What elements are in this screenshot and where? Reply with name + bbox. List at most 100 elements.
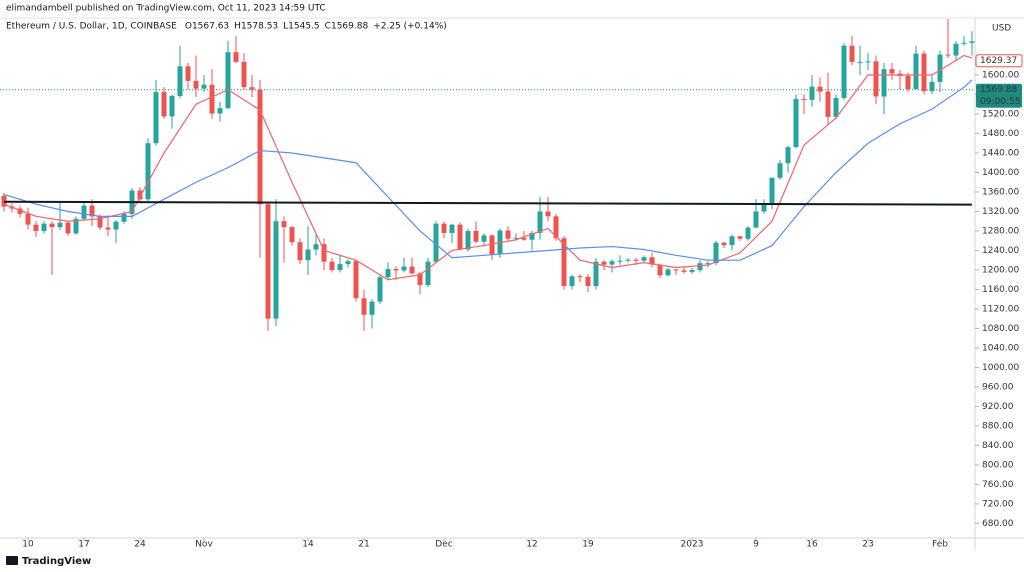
y-tick-label: 1000.00: [982, 363, 1019, 373]
candle-body: [585, 276, 591, 287]
candle-body: [361, 298, 367, 315]
candle-body: [169, 95, 175, 117]
candle-body: [121, 213, 127, 222]
candle-body: [561, 238, 567, 287]
candle-body: [441, 223, 447, 233]
candle-body: [353, 261, 359, 299]
candle-body: [1, 195, 7, 207]
candle-body: [697, 263, 703, 270]
candle-body: [793, 98, 799, 148]
candle-body: [145, 143, 151, 200]
candle-body: [369, 301, 375, 315]
candle-body: [113, 221, 119, 230]
x-tick-label: 16: [806, 540, 818, 550]
y-tick-label: 1320.00: [982, 207, 1019, 217]
candle-body: [185, 66, 191, 81]
candle-body: [41, 223, 47, 231]
candle-body: [265, 204, 271, 319]
candle-body: [417, 273, 423, 286]
x-tick-label: Nov: [195, 540, 213, 550]
candle-body: [849, 45, 855, 62]
candle-body: [657, 264, 663, 276]
x-tick-label: 23: [862, 540, 873, 550]
candle-body: [305, 249, 311, 261]
x-tick-label: 24: [134, 540, 146, 550]
candle-body: [545, 211, 551, 217]
candle-body: [865, 61, 871, 63]
candle-body: [961, 42, 967, 44]
y-tick-label: 1120.00: [982, 304, 1019, 314]
candle-body: [905, 75, 911, 90]
candle-body: [401, 266, 407, 271]
candle-body: [57, 222, 63, 228]
candle-body: [457, 224, 463, 250]
candle-body: [721, 242, 727, 246]
candle-body: [633, 259, 639, 261]
candle-body: [857, 61, 863, 63]
x-tick-label: Dec: [435, 540, 452, 550]
last-price-box: [976, 83, 1022, 108]
candle-body: [761, 203, 767, 212]
candle-body: [25, 213, 31, 225]
candle-body: [217, 108, 223, 114]
currency: USD: [992, 24, 1011, 34]
candle-body: [513, 237, 519, 239]
ohlc-label: H: [234, 22, 241, 32]
candle-body: [873, 61, 879, 97]
candle-body: [649, 257, 655, 265]
x-tick-label: Feb: [932, 540, 948, 550]
ma-price-box: [975, 54, 1023, 68]
moving-average: [3, 79, 973, 261]
candle-body: [945, 54, 951, 56]
candle-body: [105, 227, 111, 230]
candle-body: [289, 227, 295, 243]
x-tick-label: 14: [302, 540, 314, 550]
candle-body: [969, 41, 975, 43]
candle-body: [929, 81, 935, 92]
ohlc-value: 1567.63: [192, 22, 229, 32]
candle-body: [433, 223, 439, 262]
y-tick-label: 1080.00: [982, 324, 1019, 334]
candle-body: [609, 261, 615, 265]
candle-body: [225, 52, 231, 109]
y-tick-label: 680.00: [982, 519, 1014, 529]
candle-body: [841, 45, 847, 98]
y-tick-label: 1440.00: [982, 148, 1019, 158]
candle-body: [233, 52, 239, 62]
candle-body: [17, 208, 23, 214]
last-price-label: 1569.88: [980, 85, 1017, 95]
candle-body: [641, 257, 647, 261]
x-tick-label: 10: [22, 540, 34, 550]
ma-price-label: 1629.37: [980, 56, 1017, 66]
candle-body: [337, 264, 343, 270]
candle-body: [817, 86, 823, 92]
candle-body: [193, 80, 199, 89]
y-tick-label: 1360.00: [982, 187, 1019, 197]
candle-body: [681, 270, 687, 272]
candle-body: [729, 236, 735, 246]
y-tick-label: 1480.00: [982, 129, 1019, 139]
candle-body: [281, 221, 287, 228]
candle-body: [505, 230, 511, 239]
x-tick-label: 17: [78, 540, 89, 550]
x-tick-label: 2023: [681, 540, 704, 550]
y-tick-label: 1600.00: [982, 71, 1019, 81]
trend-line: [3, 200, 973, 206]
candle-body: [297, 242, 303, 261]
footer: TradingView: [6, 556, 91, 567]
candle-body: [881, 69, 887, 97]
y-tick-label: 1040.00: [982, 343, 1019, 353]
candle-body: [953, 43, 959, 56]
candle-body: [377, 277, 383, 302]
candle-body: [673, 269, 679, 271]
y-tick-label: 1160.00: [982, 285, 1019, 295]
candle-body: [537, 211, 543, 233]
ohlc-label: L: [283, 22, 288, 32]
candle-body: [249, 87, 255, 90]
candle-body: [489, 235, 495, 255]
candle-body: [769, 177, 775, 204]
candle-body: [737, 236, 743, 239]
ohlc-label: C: [325, 22, 331, 32]
